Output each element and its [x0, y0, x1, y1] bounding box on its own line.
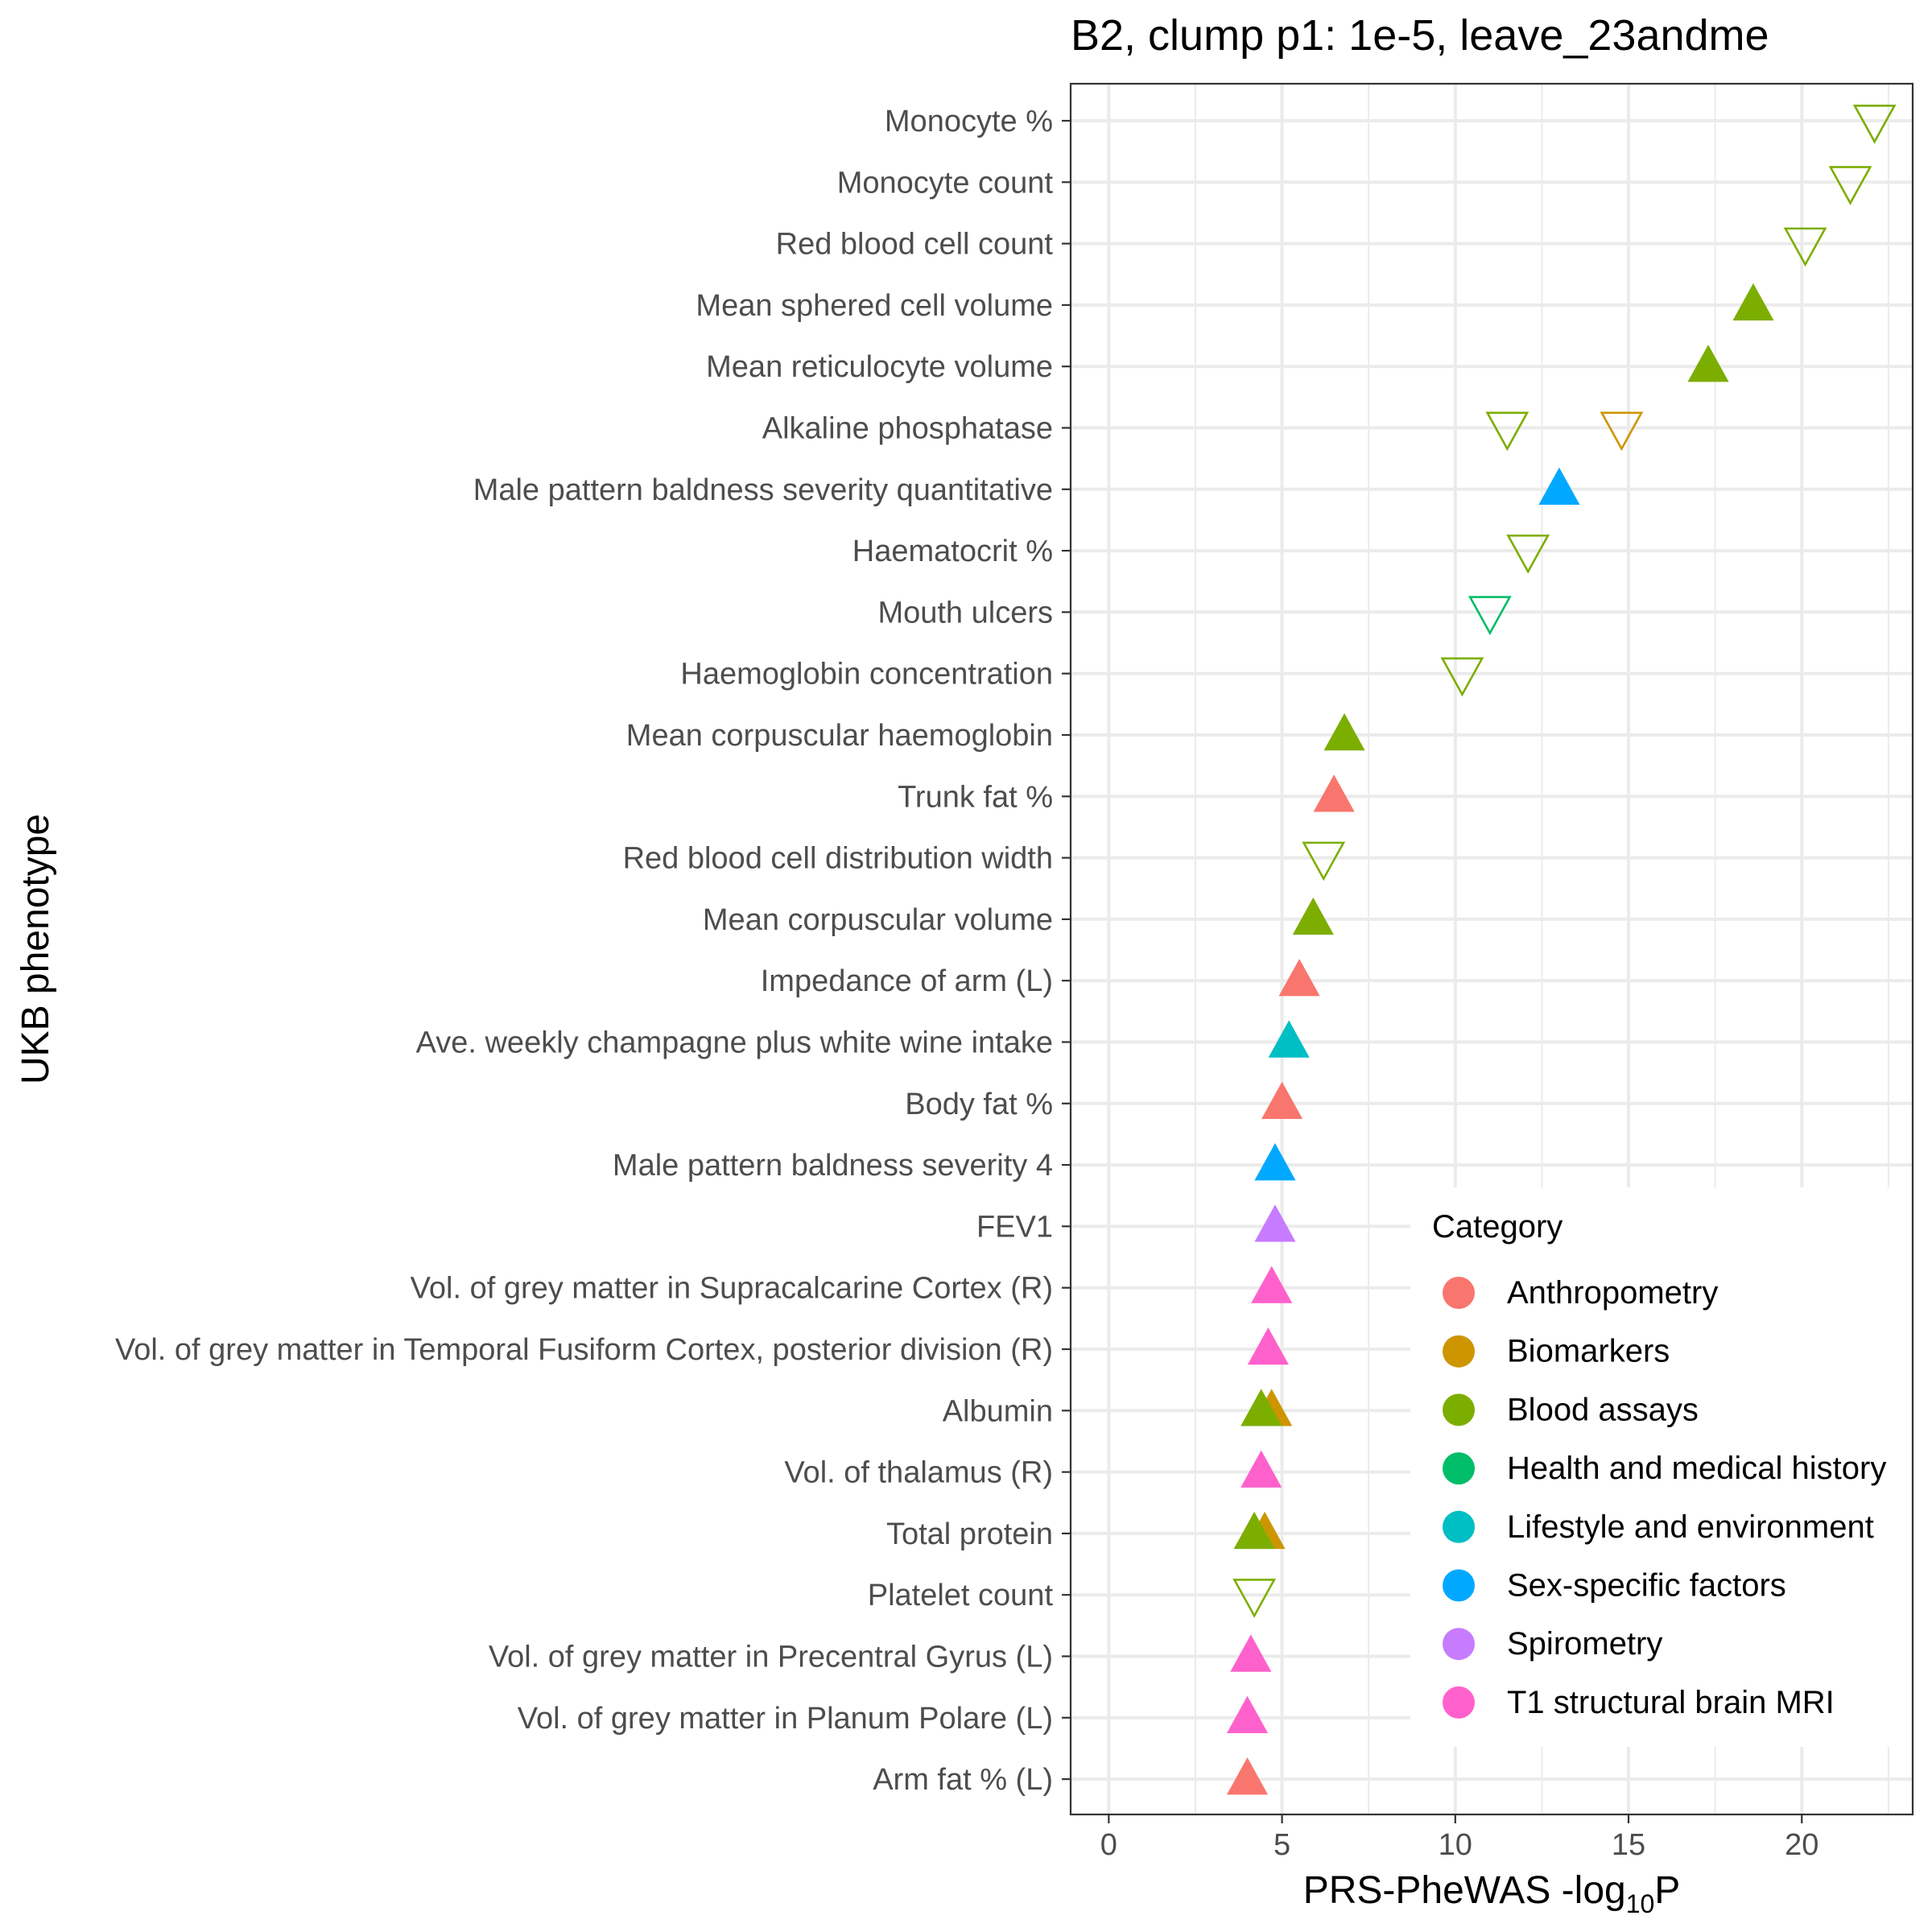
y-tick-label: Vol. of thalamus (R)	[784, 1456, 1053, 1490]
point-marker-up	[1226, 1757, 1269, 1795]
y-tick-label: Haematocrit %	[852, 535, 1053, 568]
legend-entry-label: T1 structural brain MRI	[1507, 1685, 1835, 1720]
point-marker-up	[1292, 897, 1334, 935]
y-tick-label: Vol. of grey matter in Supracalcarine Co…	[411, 1272, 1053, 1306]
y-tick-label: Mean reticulocyte volume	[706, 350, 1053, 384]
point-marker-up	[1687, 345, 1729, 382]
y-tick-label: Total protein	[886, 1517, 1053, 1551]
point-marker-up	[1268, 1020, 1310, 1058]
legend-key-dot	[1443, 1452, 1475, 1485]
point-marker-down	[1302, 841, 1346, 881]
legend-entry-label: Blood assays	[1507, 1392, 1699, 1427]
point-marker-down	[1783, 227, 1827, 267]
y-tick-label: Arm fat % (L)	[873, 1763, 1053, 1797]
y-tick-label: Male pattern baldness severity quantitat…	[473, 473, 1053, 507]
y-tick-label: Mean corpuscular volume	[703, 903, 1053, 937]
point-marker-up	[1247, 1327, 1289, 1365]
point-marker-up	[1254, 1143, 1296, 1181]
x-axis: 0 5 10 15 20	[1100, 1814, 1818, 1862]
y-tick-label: Male pattern baldness severity 4	[613, 1149, 1053, 1183]
y-tick-label: Albumin	[943, 1394, 1053, 1428]
plot-panel-border	[1069, 82, 1914, 1816]
legend-entry-label: Spirometry	[1507, 1626, 1662, 1662]
x-axis-title: PRS-PheWAS -log10P	[1303, 1869, 1681, 1918]
legend-entry-label: Health and medical history	[1507, 1451, 1886, 1486]
x-tick-label: 0	[1100, 1828, 1117, 1862]
x-tick-label: 5	[1274, 1828, 1290, 1862]
y-tick-label: Red blood cell distribution width	[623, 842, 1053, 876]
legend-entry-label: Biomarkers	[1507, 1334, 1670, 1369]
y-tick-label: Mean corpuscular haemoglobin	[626, 719, 1053, 753]
y-tick-label: Mouth ulcers	[877, 596, 1053, 630]
y-tick-label: Haemoglobin concentration	[680, 658, 1053, 691]
point-marker-up	[1538, 467, 1580, 506]
x-tick-label: 20	[1785, 1828, 1818, 1862]
legend-key-dot	[1443, 1628, 1475, 1661]
legend-entry-label: Lifestyle and environment	[1507, 1509, 1874, 1545]
y-axis: Monocyte % Monocyte count Red blood cell c…	[115, 105, 1071, 1797]
point-marker-up	[1278, 959, 1320, 997]
y-tick-label: Trunk fat %	[898, 780, 1053, 814]
y-tick-label: Vol. of grey matter in Precentral Gyrus …	[489, 1641, 1053, 1674]
data-points	[1226, 104, 1897, 1795]
x-tick-label: 15	[1612, 1828, 1645, 1862]
point-marker-up	[1261, 1081, 1303, 1120]
point-marker-up	[1230, 1634, 1272, 1672]
point-marker-up	[1323, 712, 1365, 751]
legend-key-dot	[1443, 1335, 1475, 1368]
legend-key-dot	[1443, 1277, 1475, 1309]
y-tick-label: Body fat %	[905, 1088, 1053, 1121]
y-tick-label: Monocyte %	[885, 105, 1053, 138]
y-tick-label: Mean sphered cell volume	[696, 289, 1053, 323]
y-tick-label: Red blood cell count	[776, 228, 1054, 262]
y-tick-label: FEV1	[976, 1210, 1053, 1244]
point-marker-up	[1254, 1204, 1296, 1242]
y-tick-label: Vol. of grey matter in Temporal Fusiform…	[115, 1333, 1053, 1367]
legend: Category Anthropometry Biomarkers Blood ass…	[1410, 1187, 1913, 1747]
gridlines	[1071, 84, 1913, 1814]
legend-key-dot	[1443, 1510, 1475, 1543]
point-marker-up	[1251, 1265, 1293, 1303]
legend-entry-label: Anthropometry	[1507, 1275, 1718, 1311]
point-marker-up	[1241, 1389, 1282, 1426]
y-tick-label: Alkaline phosphatase	[762, 412, 1053, 446]
y-tick-label: Ave. weekly champagne plus white wine in…	[416, 1026, 1053, 1060]
legend-key-dot	[1443, 1393, 1475, 1426]
chart-title: B2, clump p1: 1e-5, leave_23andme	[1071, 11, 1769, 60]
y-tick-label: Impedance of arm (L)	[761, 964, 1053, 998]
point-marker-down	[1232, 1579, 1277, 1618]
y-axis-title: UKB phenotype	[14, 814, 57, 1084]
point-marker-down	[1828, 166, 1872, 205]
legend-key-dot	[1443, 1686, 1475, 1719]
legend-key-dot	[1443, 1569, 1475, 1602]
point-marker-down	[1506, 535, 1550, 574]
x-tick-label: 10	[1439, 1828, 1472, 1862]
point-marker-up	[1233, 1511, 1275, 1550]
point-marker-up	[1226, 1695, 1269, 1734]
y-tick-label: Vol. of grey matter in Planum Polare (L)	[518, 1702, 1053, 1736]
legend-entry-label: Sex-specific factors	[1507, 1568, 1786, 1604]
legend-title: Category	[1432, 1209, 1563, 1245]
point-marker-up	[1732, 283, 1774, 321]
y-tick-label: Platelet count	[868, 1579, 1054, 1612]
point-marker-down	[1485, 411, 1530, 452]
point-marker-down	[1852, 104, 1897, 144]
legend-background	[1410, 1187, 1913, 1747]
y-tick-label: Monocyte count	[837, 166, 1054, 200]
point-marker-down	[1600, 411, 1644, 452]
point-marker-down	[1468, 596, 1512, 636]
point-marker-up	[1313, 774, 1355, 812]
point-marker-up	[1241, 1450, 1282, 1488]
point-marker-down	[1440, 657, 1484, 697]
